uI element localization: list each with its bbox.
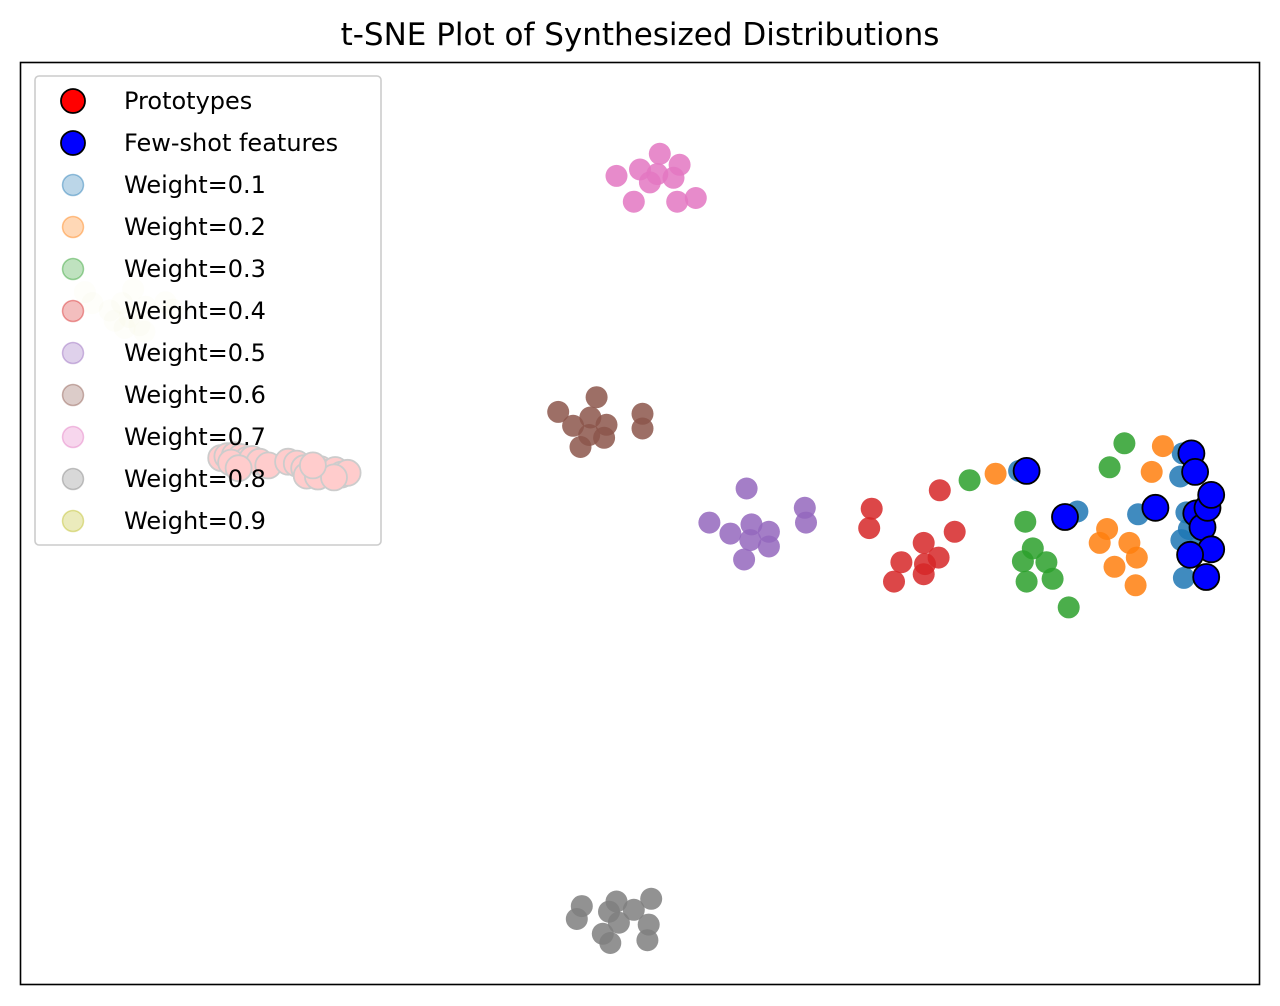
point-series-5-7 — [927, 546, 950, 569]
point-series-4-8 — [1041, 567, 1064, 590]
legend-label-2: Weight=0.1 — [124, 171, 266, 199]
point-series-8-6 — [638, 171, 661, 194]
point-series-1-9 — [1192, 563, 1221, 591]
point-series-8-4 — [662, 166, 685, 189]
point-series-9-5 — [565, 908, 588, 930]
legend-marker-3 — [61, 215, 85, 239]
point-series-1-4 — [1181, 457, 1209, 486]
point-series-7-0 — [585, 386, 608, 409]
point-series-5-4 — [912, 531, 935, 554]
series-8 — [605, 142, 707, 213]
point-series-5-2 — [858, 517, 881, 540]
legend-marker-0 — [60, 88, 86, 114]
series-6 — [698, 477, 817, 571]
chart-title: t-SNE Plot of Synthesized Distributions — [341, 17, 940, 53]
series-1 — [1012, 439, 1226, 591]
point-series-3-7 — [1125, 546, 1148, 569]
point-series-8-0 — [648, 142, 671, 165]
point-series-4-5 — [1011, 550, 1034, 573]
point-series-5-9 — [883, 570, 905, 593]
point-series-4-3 — [1014, 510, 1037, 533]
legend-marker-6 — [61, 341, 85, 365]
point-series-9-6 — [607, 911, 630, 934]
point-series-7-1 — [547, 400, 570, 423]
legend-marker-9 — [61, 467, 85, 491]
point-series-4-1 — [1113, 432, 1136, 455]
point-series-6-5 — [740, 513, 763, 536]
point-series-3-0 — [984, 462, 1007, 485]
legend-marker-10 — [61, 509, 85, 533]
point-series-1-11 — [1176, 540, 1204, 569]
point-series-3-9 — [1124, 574, 1147, 597]
legend-marker-8 — [61, 425, 85, 449]
point-series-3-3 — [1140, 460, 1163, 483]
legend-label-5: Weight=0.4 — [124, 297, 266, 325]
point-series-7-6 — [631, 417, 654, 440]
point-series-4-7 — [1015, 570, 1038, 593]
legend-label-10: Weight=0.9 — [124, 507, 266, 535]
legend-label-4: Weight=0.3 — [124, 255, 266, 283]
point-series-4-2 — [1098, 456, 1121, 479]
plot-area-frame — [19, 61, 1261, 986]
point-series-7-9 — [569, 436, 592, 458]
point-series-9-0 — [640, 887, 663, 910]
point-series-4-0 — [958, 469, 981, 492]
legend-marker-2 — [61, 173, 85, 197]
legend-label-3: Weight=0.2 — [124, 213, 266, 241]
legend-marker-5 — [61, 299, 85, 323]
point-series-9-9 — [636, 929, 659, 952]
point-series-3-2 — [1151, 435, 1174, 458]
legend-label-1: Few-shot features — [124, 129, 338, 157]
series-4 — [958, 432, 1136, 619]
legend-label-0: Prototypes — [124, 87, 252, 115]
point-series-7-3 — [562, 414, 585, 437]
legend: Prototypes Few-shot features Weight=0.1 Wei… — [34, 75, 382, 546]
legend-label-9: Weight=0.8 — [124, 465, 266, 493]
legend-marker-1 — [60, 130, 86, 156]
series-5 — [858, 479, 966, 593]
point-series-9-4 — [622, 898, 645, 921]
legend-label-6: Weight=0.5 — [124, 339, 266, 367]
point-series-3-8 — [1103, 555, 1126, 578]
point-series-7-8 — [593, 426, 616, 449]
series-9 — [565, 887, 663, 954]
legend-box — [34, 75, 382, 546]
point-series-6-7 — [739, 529, 762, 552]
point-series-6-3 — [698, 511, 721, 534]
point-series-8-9 — [684, 187, 707, 209]
point-series-5-8 — [912, 563, 935, 586]
point-series-6-9 — [733, 548, 756, 571]
series-7 — [547, 386, 654, 458]
point-series-6-2 — [795, 511, 817, 534]
point-series-6-4 — [719, 522, 742, 545]
point-series-9-10 — [599, 932, 622, 954]
legend-marker-7 — [61, 383, 85, 407]
point-series-1-2 — [1141, 493, 1170, 522]
point-series-5-1 — [860, 497, 883, 520]
point-series-8-8 — [666, 190, 689, 213]
point-series-6-0 — [735, 477, 758, 500]
point-series-1-1 — [1051, 503, 1079, 531]
point-series-2-9 — [1172, 566, 1195, 589]
point-series-3-5 — [1088, 531, 1111, 554]
point-series-1-10 — [1197, 480, 1226, 509]
point-series-8-5 — [605, 164, 628, 187]
point-series-8-7 — [622, 190, 645, 213]
point-series-6-8 — [757, 535, 780, 558]
point-series-5-5 — [890, 551, 913, 574]
point-series-4-6 — [1035, 551, 1058, 574]
legend-marker-4 — [61, 257, 85, 281]
point-series-4-9 — [1057, 596, 1080, 619]
point-series-5-3 — [943, 520, 966, 543]
legend-label-8: Weight=0.7 — [124, 423, 266, 451]
point-series-1-0 — [1012, 456, 1041, 485]
point-series-5-0 — [928, 479, 951, 502]
legend-label-7: Weight=0.6 — [124, 381, 266, 409]
